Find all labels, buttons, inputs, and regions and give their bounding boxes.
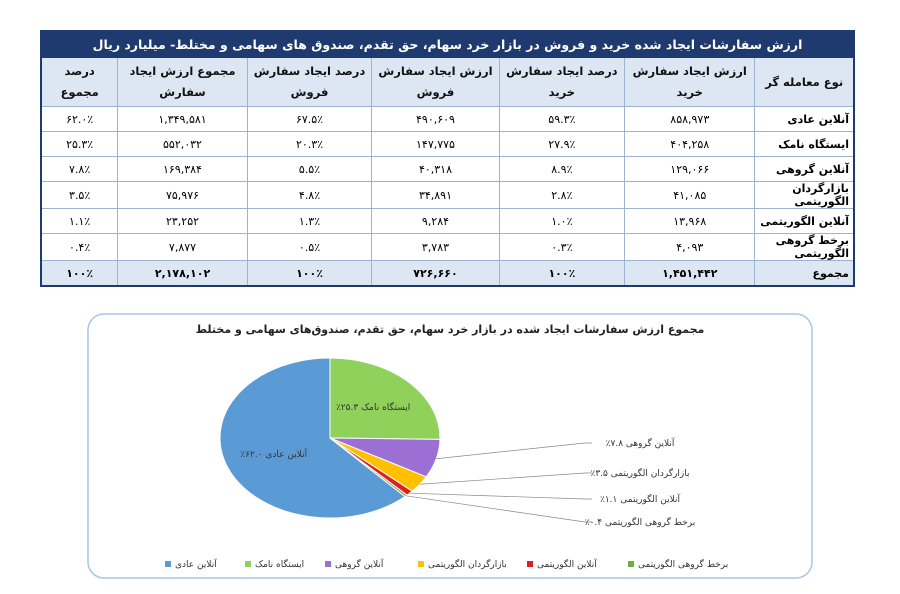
table-cell: ۷,۸۷۷ bbox=[117, 233, 248, 261]
header-row: نوع معامله گر ارزش ایجاد سفارش خرید درصد ا… bbox=[40, 57, 855, 107]
legend-swatch bbox=[628, 561, 634, 567]
leader-line bbox=[409, 492, 592, 500]
data-label: ایستگاه نامک ۲۵.۳٪ bbox=[336, 401, 410, 413]
column-header: درصد ایجاد سفارش فروش bbox=[246, 57, 373, 107]
pie-slice bbox=[219, 357, 406, 519]
table-cell: ۱۴۷,۷۷۵ bbox=[371, 131, 500, 157]
table-row: برخط گروهی الگوریتمی ۴,۰۹۳ ۰.۳٪ ۳,۷۸۳ ۰.۵٪ ۷,… bbox=[40, 233, 855, 261]
legend-swatch bbox=[245, 561, 251, 567]
table-cell: ۲,۱۷۸,۱۰۲ bbox=[117, 260, 248, 287]
data-label-value: ۶۲.۰٪ bbox=[240, 450, 262, 460]
table-body: آنلاین عادی ۸۵۸,۹۷۳ ۵۹.۳٪ ۴۹۰,۶۰۹ ۶۷.۵٪ ۱,۳۴۹… bbox=[40, 106, 855, 287]
table-cell: ۲.۸٪ bbox=[498, 181, 626, 209]
legend-swatch bbox=[527, 561, 533, 567]
data-label-value: ۳.۵٪ bbox=[590, 469, 608, 479]
row-label: مجموع bbox=[754, 260, 855, 287]
column-header: درصد مجموع bbox=[40, 57, 119, 107]
pie-slice bbox=[329, 357, 441, 440]
data-label-name: برخط گروهی الگوریتمی bbox=[605, 516, 695, 528]
data-label-value: ۲۵.۳٪ bbox=[336, 403, 358, 413]
row-label: ایستگاه نامک bbox=[754, 131, 855, 157]
row-label: بازارگردان الگوریتمی bbox=[754, 181, 855, 209]
column-header: مجموع ارزش ایجاد سفارش bbox=[117, 57, 248, 107]
data-label-name: بازارگردان الگوریتمی bbox=[611, 467, 690, 479]
table-cell: ۲۰.۳٪ bbox=[246, 131, 373, 157]
table-cell: ۴,۰۹۳ bbox=[624, 233, 756, 261]
table-row: ایستگاه نامک ۴۰۴,۲۵۸ ۲۷.۹٪ ۱۴۷,۷۷۵ ۲۰.۳٪ ۵۵۲,… bbox=[40, 131, 855, 157]
data-label-value: ۱.۱٪ bbox=[600, 495, 617, 505]
table-cell: ۱.۰٪ bbox=[498, 208, 626, 234]
table-cell: ۳,۷۸۳ bbox=[371, 233, 500, 261]
column-header: ارزش ایجاد سفارش خرید bbox=[624, 57, 756, 107]
column-header: ارزش ایجاد سفارش فروش bbox=[371, 57, 500, 107]
data-table: ارزش سفارشات ایجاد شده خرید و فروش در با… bbox=[40, 30, 855, 287]
chart-title: مجموع ارزش سفارشات ایجاد شده در بازار خر… bbox=[196, 323, 705, 336]
legend-swatch bbox=[325, 561, 331, 567]
table-cell: ۱۰۰٪ bbox=[498, 260, 626, 287]
table-cell: ۹,۲۸۴ bbox=[371, 208, 500, 234]
table-cell: ۱۰۰٪ bbox=[246, 260, 373, 287]
table-cell: ۷۵,۹۷۶ bbox=[117, 181, 248, 209]
data-label-value: ۰.۴٪ bbox=[585, 518, 603, 528]
data-label-name: آنلاین گروهی bbox=[626, 437, 675, 449]
table-cell: ۱,۳۴۹,۵۸۱ bbox=[117, 106, 248, 132]
table-cell: ۷۲۶,۶۶۰ bbox=[371, 260, 500, 287]
leader-line bbox=[405, 495, 592, 523]
chart-frame bbox=[87, 313, 813, 579]
legend-swatch bbox=[165, 561, 171, 567]
table-cell: ۸۵۸,۹۷۳ bbox=[624, 106, 756, 132]
legend-label: بازارگردان الگوریتمی bbox=[428, 558, 507, 570]
legend-label: آنلاین گروهی bbox=[335, 558, 384, 570]
legend-label: آنلاین عادی bbox=[175, 558, 217, 570]
total-row: مجموع ۱,۴۵۱,۴۴۲ ۱۰۰٪ ۷۲۶,۶۶۰ ۱۰۰٪ ۲,۱۷۸,۱۰۲ ۱۰… bbox=[40, 260, 855, 287]
data-label: آنلاین الگوریتمی ۱.۱٪ bbox=[600, 493, 680, 505]
leader-line bbox=[419, 472, 592, 485]
table-row: آنلاین گروهی ۱۲۹,۰۶۶ ۸.۹٪ ۴۰,۳۱۸ ۵.۵٪ ۱۶۹,۳۸۴… bbox=[40, 156, 855, 182]
data-label-name: آنلاین عادی bbox=[265, 448, 307, 460]
table-cell: ۲۳,۲۵۲ bbox=[117, 208, 248, 234]
data-label: بازارگردان الگوریتمی ۳.۵٪ bbox=[590, 467, 689, 479]
table-cell: ۱,۴۵۱,۴۴۲ bbox=[624, 260, 756, 287]
table-cell: ۷.۸٪ bbox=[40, 156, 119, 182]
legend-label: آنلاین الگوریتمی bbox=[537, 558, 597, 570]
table-row: آنلاین عادی ۸۵۸,۹۷۳ ۵۹.۳٪ ۴۹۰,۶۰۹ ۶۷.۵٪ ۱,۳۴۹… bbox=[40, 106, 855, 132]
table-cell: ۲۷.۹٪ bbox=[498, 131, 626, 157]
legend-label: ایستگاه نامک bbox=[255, 558, 304, 570]
row-label: برخط گروهی الگوریتمی bbox=[754, 233, 855, 261]
data-label: برخط گروهی الگوریتمی ۰.۴٪ bbox=[585, 516, 696, 528]
table-cell: ۴۰۴,۲۵۸ bbox=[624, 131, 756, 157]
table-cell: ۵۵۲,۰۳۲ bbox=[117, 131, 248, 157]
table-cell: ۱۰۰٪ bbox=[40, 260, 119, 287]
legend-label: برخط گروهی الگوریتمی bbox=[638, 558, 728, 570]
leader-line bbox=[436, 442, 592, 460]
data-label-name: آنلاین الگوریتمی bbox=[620, 493, 680, 505]
table-cell: ۳۴,۸۹۱ bbox=[371, 181, 500, 209]
column-header: درصد ایجاد سفارش خرید bbox=[498, 57, 626, 107]
table-cell: ۰.۳٪ bbox=[498, 233, 626, 261]
data-label: آنلاین عادی ۶۲.۰٪ bbox=[240, 448, 307, 460]
legend-swatch bbox=[418, 561, 424, 567]
table-row: آنلاین الگوریتمی ۱۳,۹۶۸ ۱.۰٪ ۹,۲۸۴ ۱.۳٪ ۲۳,۲۵… bbox=[40, 208, 855, 234]
table-cell: ۰.۴٪ bbox=[40, 233, 119, 261]
data-label-value: ۷.۸٪ bbox=[606, 439, 624, 449]
column-header: نوع معامله گر bbox=[754, 57, 855, 107]
data-label-name: ایستگاه نامک bbox=[361, 401, 410, 413]
table-cell: ۰.۵٪ bbox=[246, 233, 373, 261]
data-label: آنلاین گروهی ۷.۸٪ bbox=[606, 437, 675, 449]
